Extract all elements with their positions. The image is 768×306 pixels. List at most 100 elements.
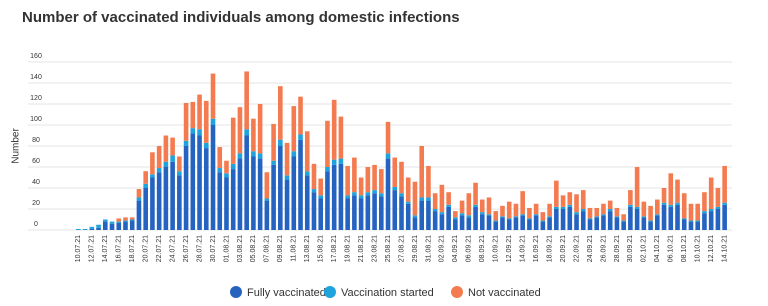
bar-segment — [96, 224, 101, 228]
bar-segment — [587, 207, 593, 219]
bar-segment — [533, 214, 539, 216]
bar-segment — [520, 214, 525, 216]
bar-segment — [668, 173, 674, 205]
bar-segment — [190, 133, 196, 230]
bar-segment — [567, 206, 573, 230]
bar-segment — [432, 193, 438, 209]
bar-segment — [560, 206, 566, 209]
bar-segment — [325, 120, 330, 167]
x-tick-label: 14.09.21 — [520, 235, 527, 262]
bar-segment — [708, 209, 714, 212]
bar-segment — [291, 106, 297, 152]
bar-segment — [257, 104, 263, 154]
bar-segment — [331, 99, 337, 160]
bar-segment — [540, 220, 546, 222]
bar-segment — [648, 205, 653, 221]
bar-segment — [338, 116, 344, 159]
y-tick-label: 40 — [32, 179, 40, 186]
bar-segment — [264, 200, 270, 230]
x-tick-label: 29.08.21 — [412, 235, 419, 262]
bar-segment — [493, 221, 499, 230]
bar-segment — [500, 216, 505, 218]
y-axis-label: Number — [11, 128, 22, 164]
x-tick-label: 28.07.21 — [196, 235, 203, 262]
bar-segment — [419, 146, 424, 198]
bar-segment — [453, 211, 458, 218]
bar-segment — [426, 165, 431, 198]
bar-segment — [177, 156, 182, 172]
bar-segment — [291, 156, 297, 230]
bar-segment — [668, 206, 674, 230]
bar-segment — [405, 177, 411, 202]
bar-segment — [311, 163, 317, 190]
bar-segment — [311, 192, 317, 230]
bar-segment — [284, 179, 290, 230]
x-tick-label: 11.08.21 — [291, 235, 298, 262]
bar-segment — [372, 193, 377, 230]
bar-segment — [385, 153, 391, 159]
bar-segment — [655, 215, 660, 230]
bar-segment — [284, 142, 290, 176]
bar-segment — [540, 221, 546, 230]
bar-segment — [257, 153, 263, 159]
bar-segment — [641, 217, 647, 230]
bar-segment — [506, 201, 512, 219]
bar-segment — [675, 202, 680, 205]
chart-title: Number of vaccinated individuals among d… — [22, 9, 460, 26]
bar-segment — [365, 192, 371, 196]
legend-label: Vaccination started — [341, 287, 434, 299]
x-tick-label: 18.09.21 — [546, 235, 553, 262]
bar-segment — [439, 212, 445, 215]
bar-segment — [614, 217, 620, 230]
x-tick-label: 25.08.21 — [385, 235, 392, 262]
bar-segment — [473, 206, 478, 230]
bar-segment — [358, 177, 364, 196]
x-tick-label: 12.10.21 — [708, 235, 715, 262]
x-tick-label: 10.09.21 — [493, 235, 500, 262]
bar-segment — [163, 161, 169, 167]
bar-segment — [331, 164, 337, 230]
bar-segment — [446, 204, 451, 207]
bar-segment — [177, 171, 182, 176]
bar-segment — [291, 151, 297, 157]
bar-segment — [628, 206, 633, 230]
bar-segment — [405, 201, 411, 204]
bar-segment — [251, 151, 256, 157]
bar-segment — [594, 207, 600, 217]
bar-segment — [143, 183, 148, 188]
bar-segment — [520, 191, 525, 215]
x-tick-label: 16.07.21 — [116, 235, 123, 262]
x-tick-label: 24.07.21 — [169, 235, 176, 262]
legend-marker — [230, 286, 242, 298]
bar-segment — [466, 193, 472, 216]
bar-segment — [574, 214, 579, 230]
x-tick-label: 10.10.21 — [695, 235, 702, 262]
bar-segment — [426, 197, 431, 201]
bar-segment — [479, 212, 485, 215]
bar-segment — [708, 211, 714, 230]
bar-segment — [278, 86, 283, 140]
x-tick-label: 14.10.21 — [721, 235, 728, 262]
bar-segment — [580, 209, 586, 212]
bar-segment — [109, 223, 115, 230]
bar-segment — [473, 182, 478, 205]
bar-segment — [715, 188, 721, 207]
x-tick-label: 09.08.21 — [277, 235, 284, 262]
bar-segment — [675, 179, 680, 203]
bar-segment — [432, 209, 438, 212]
bar-segment — [479, 214, 485, 230]
bar-segment — [547, 203, 552, 217]
x-tick-label: 20.09.21 — [560, 235, 567, 262]
bar-segment — [304, 131, 310, 172]
bar-segment — [379, 169, 384, 194]
bar-segment — [372, 190, 377, 194]
bar-segment — [136, 200, 142, 230]
bar-segment — [661, 188, 667, 203]
bar-segment — [554, 209, 559, 230]
bar-segment — [547, 217, 552, 230]
bar-segment — [688, 221, 694, 230]
bar-segment — [459, 213, 465, 216]
bar-segment — [668, 204, 674, 207]
bar-segment — [177, 175, 182, 230]
bar-segment — [628, 190, 633, 205]
